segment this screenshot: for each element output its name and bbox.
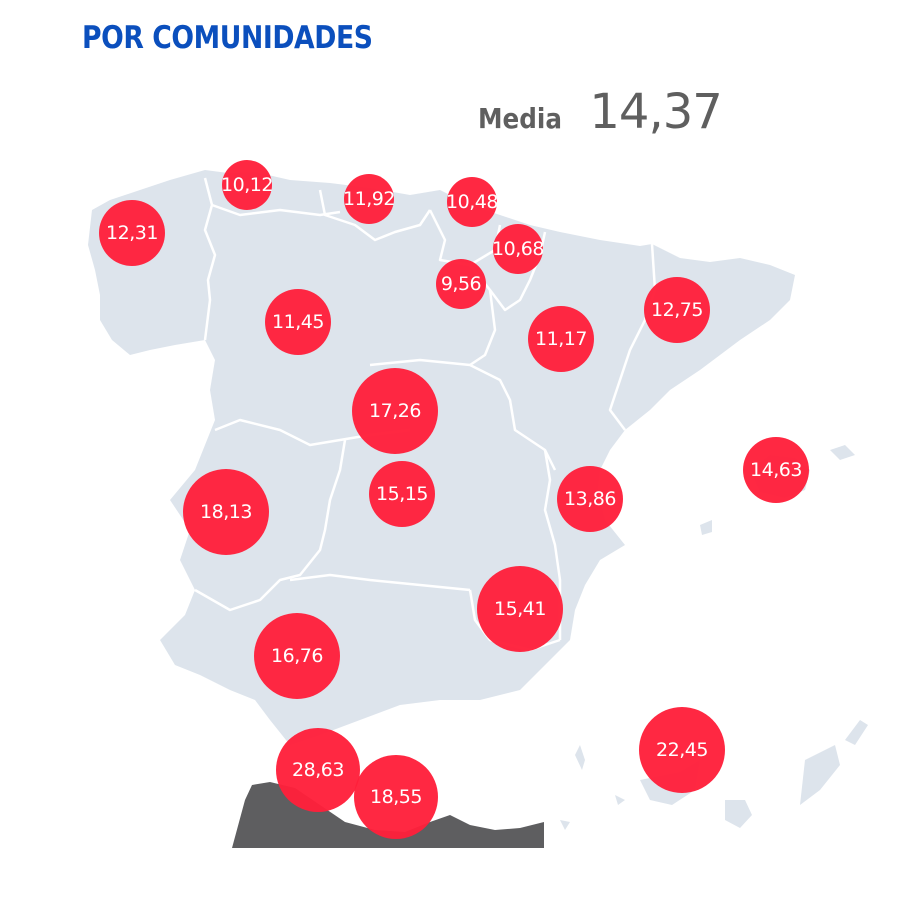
average-label: Media: [478, 102, 562, 135]
region-value-label: 10,68: [492, 238, 544, 260]
region-value-label: 18,13: [200, 501, 252, 523]
page-title: POR COMUNIDADES: [82, 20, 373, 56]
region-value-label: 17,26: [369, 400, 421, 422]
average-value: 14,37: [589, 84, 722, 140]
region-bubble[interactable]: 17,26: [352, 368, 438, 454]
region-value-label: 10,12: [221, 174, 273, 196]
region-bubble[interactable]: 10,12: [221, 160, 273, 210]
region-value-label: 18,55: [370, 786, 422, 808]
region-value-label: 15,15: [376, 483, 428, 505]
canary-islands: [560, 720, 868, 830]
region-bubble[interactable]: 14,63: [743, 437, 809, 503]
region-value-label: 11,17: [535, 328, 587, 350]
region-value-label: 10,48: [446, 191, 498, 213]
region-value-label: 11,92: [343, 188, 395, 210]
region-value-label: 22,45: [656, 739, 708, 761]
region-bubble[interactable]: 10,68: [492, 224, 544, 274]
region-bubble[interactable]: 15,41: [477, 566, 563, 652]
region-bubble[interactable]: 9,56: [436, 259, 486, 309]
region-bubble[interactable]: 15,15: [369, 461, 435, 527]
region-bubble[interactable]: 11,92: [343, 174, 395, 224]
region-bubble[interactable]: 13,86: [557, 466, 623, 532]
peninsula-land: [88, 170, 795, 745]
region-value-label: 28,63: [292, 759, 344, 781]
region-value-label: 12,75: [651, 299, 703, 321]
average-indicator: Media 14,37: [478, 84, 723, 140]
region-bubble[interactable]: 22,45: [639, 707, 725, 793]
region-bubble[interactable]: 16,76: [254, 613, 340, 699]
region-bubble[interactable]: 10,48: [446, 177, 498, 227]
region-bubble[interactable]: 12,31: [99, 200, 165, 266]
region-bubble[interactable]: 18,13: [183, 469, 269, 555]
region-value-label: 13,86: [564, 488, 616, 510]
region-value-label: 11,45: [272, 311, 324, 333]
region-bubble[interactable]: 11,45: [265, 289, 331, 355]
region-bubble[interactable]: 11,17: [528, 306, 594, 372]
region-value-label: 12,31: [106, 222, 158, 244]
region-bubble[interactable]: 12,75: [644, 277, 710, 343]
region-value-label: 9,56: [440, 273, 482, 295]
region-value-label: 14,63: [750, 459, 802, 481]
region-bubble[interactable]: 28,63: [276, 728, 360, 812]
region-bubble[interactable]: 18,55: [354, 755, 438, 839]
region-value-label: 15,41: [494, 598, 546, 620]
region-value-label: 16,76: [271, 645, 323, 667]
